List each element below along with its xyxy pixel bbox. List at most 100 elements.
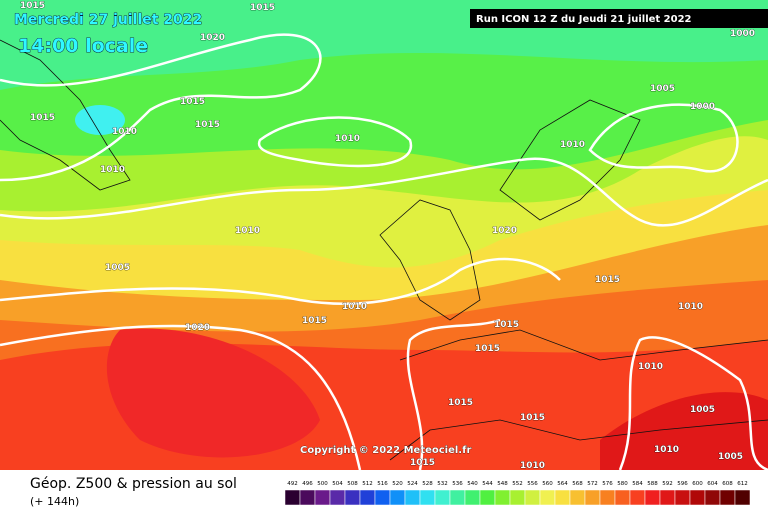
footer-title: Géop. Z500 & pression au sol bbox=[30, 476, 237, 492]
scale-label: 592 bbox=[662, 481, 673, 487]
coastline bbox=[399, 329, 768, 361]
isobar-label: 1005 bbox=[690, 405, 715, 415]
scale-cell bbox=[494, 489, 511, 506]
coastline bbox=[0, 39, 131, 191]
scale-label: 600 bbox=[692, 481, 703, 487]
scale-label: 580 bbox=[617, 481, 628, 487]
isobar-label: 1020 bbox=[185, 323, 210, 333]
isobar-label: 1005 bbox=[650, 84, 675, 94]
scale-label: 512 bbox=[362, 481, 373, 487]
isobar-label: 1000 bbox=[730, 29, 755, 39]
scale-label: 556 bbox=[527, 481, 538, 487]
isobar bbox=[0, 157, 768, 227]
scale-label: 576 bbox=[602, 481, 613, 487]
field-band bbox=[600, 392, 768, 470]
isobar-label: 1010 bbox=[342, 302, 367, 312]
scale-label: 596 bbox=[677, 481, 688, 487]
scale-label: 496 bbox=[302, 481, 313, 487]
scale-label: 572 bbox=[587, 481, 598, 487]
isobar-label: 1010 bbox=[335, 134, 360, 144]
isobar-label: 1015 bbox=[195, 120, 220, 130]
isobar-label: 1015 bbox=[595, 275, 620, 285]
run-info: Run ICON 12 Z du Jeudi 21 juillet 2022 bbox=[476, 14, 692, 25]
scale-cell bbox=[329, 489, 346, 506]
isobar-label: 1015 bbox=[250, 3, 275, 13]
isobar-label: 1010 bbox=[100, 165, 125, 175]
isobar bbox=[618, 336, 768, 472]
scale-cell bbox=[569, 489, 586, 506]
scale-label: 584 bbox=[632, 481, 643, 487]
isobar-label: 1015 bbox=[494, 320, 519, 330]
scale-cell bbox=[599, 489, 616, 506]
scale-label: 500 bbox=[317, 481, 328, 487]
isobar-label: 1000 bbox=[690, 102, 715, 112]
scale-cell bbox=[314, 489, 331, 506]
scale-cell bbox=[344, 489, 361, 506]
isobar bbox=[588, 103, 739, 173]
isobar-labels: 1015 1015 1020 1000 1015 1015 1010 1015 1010 1005… bbox=[20, 1, 756, 472]
scale-label: 528 bbox=[422, 481, 433, 487]
scale-cell bbox=[734, 489, 751, 506]
isobar-label: 1010 bbox=[112, 127, 137, 137]
scale-cell bbox=[464, 489, 481, 506]
scale-cell bbox=[419, 489, 436, 506]
scale-cell bbox=[584, 489, 601, 506]
scale-cell bbox=[374, 489, 391, 506]
isobar-label: 1015 bbox=[410, 458, 435, 468]
forecast-date: Mercredi 27 juillet 2022 bbox=[14, 12, 202, 28]
scale-cell bbox=[629, 489, 646, 506]
scale-label: 544 bbox=[482, 481, 493, 487]
scale-label: 536 bbox=[452, 481, 463, 487]
scale-cell bbox=[434, 489, 451, 506]
run-box bbox=[470, 9, 768, 28]
scale-cell bbox=[299, 489, 316, 506]
isobar-label: 1010 bbox=[654, 445, 679, 455]
scale-cell bbox=[389, 489, 406, 506]
copyright: Copyright © 2022 Meteociel.fr bbox=[300, 445, 471, 456]
isobars bbox=[0, 33, 768, 472]
footer-lead: (+ 144h) bbox=[30, 495, 79, 508]
scale-label: 560 bbox=[542, 481, 553, 487]
scale-cell bbox=[554, 489, 571, 506]
scale-label: 564 bbox=[557, 481, 568, 487]
coastlines bbox=[0, 39, 768, 461]
scale-label: 568 bbox=[572, 481, 583, 487]
coastline bbox=[379, 199, 481, 321]
isobar-label: 1010 bbox=[560, 140, 585, 150]
forecast-time: 14:00 locale bbox=[18, 35, 148, 57]
scale-cell bbox=[689, 489, 706, 506]
isobar-label: 1020 bbox=[200, 33, 225, 43]
isobar-label: 1005 bbox=[718, 452, 743, 462]
scale-label: 532 bbox=[437, 481, 448, 487]
coastline bbox=[389, 419, 768, 461]
scale-label: 508 bbox=[347, 481, 358, 487]
scale-cell bbox=[524, 489, 541, 506]
scale-label: 492 bbox=[287, 481, 298, 487]
isobar-label: 1015 bbox=[180, 97, 205, 107]
scale-label: 604 bbox=[707, 481, 718, 487]
coastline bbox=[499, 99, 641, 221]
isobar-label: 1020 bbox=[492, 226, 517, 236]
isobar bbox=[0, 324, 362, 471]
scale-label: 612 bbox=[737, 481, 748, 487]
isobar bbox=[257, 116, 413, 168]
scale-label: 504 bbox=[332, 481, 343, 487]
isobar-label: 1010 bbox=[520, 461, 545, 471]
isobar-label: 1015 bbox=[30, 113, 55, 123]
scale-label: 520 bbox=[392, 481, 403, 487]
scale-cell bbox=[359, 489, 376, 506]
scale-cell bbox=[674, 489, 691, 506]
isobar-label: 1010 bbox=[235, 226, 260, 236]
isobar-label: 1015 bbox=[302, 316, 327, 326]
background-field bbox=[0, 0, 768, 470]
scale-cell bbox=[449, 489, 466, 506]
scale-cell bbox=[509, 489, 526, 506]
isobar-label: 1010 bbox=[678, 302, 703, 312]
isobar-label: 1015 bbox=[20, 1, 45, 11]
isobar-label: 1015 bbox=[448, 398, 473, 408]
scale-label: 516 bbox=[377, 481, 388, 487]
scale-cell bbox=[659, 489, 676, 506]
isobar bbox=[406, 318, 501, 471]
scale-cell bbox=[284, 489, 301, 506]
isobar-label: 1005 bbox=[105, 263, 130, 273]
